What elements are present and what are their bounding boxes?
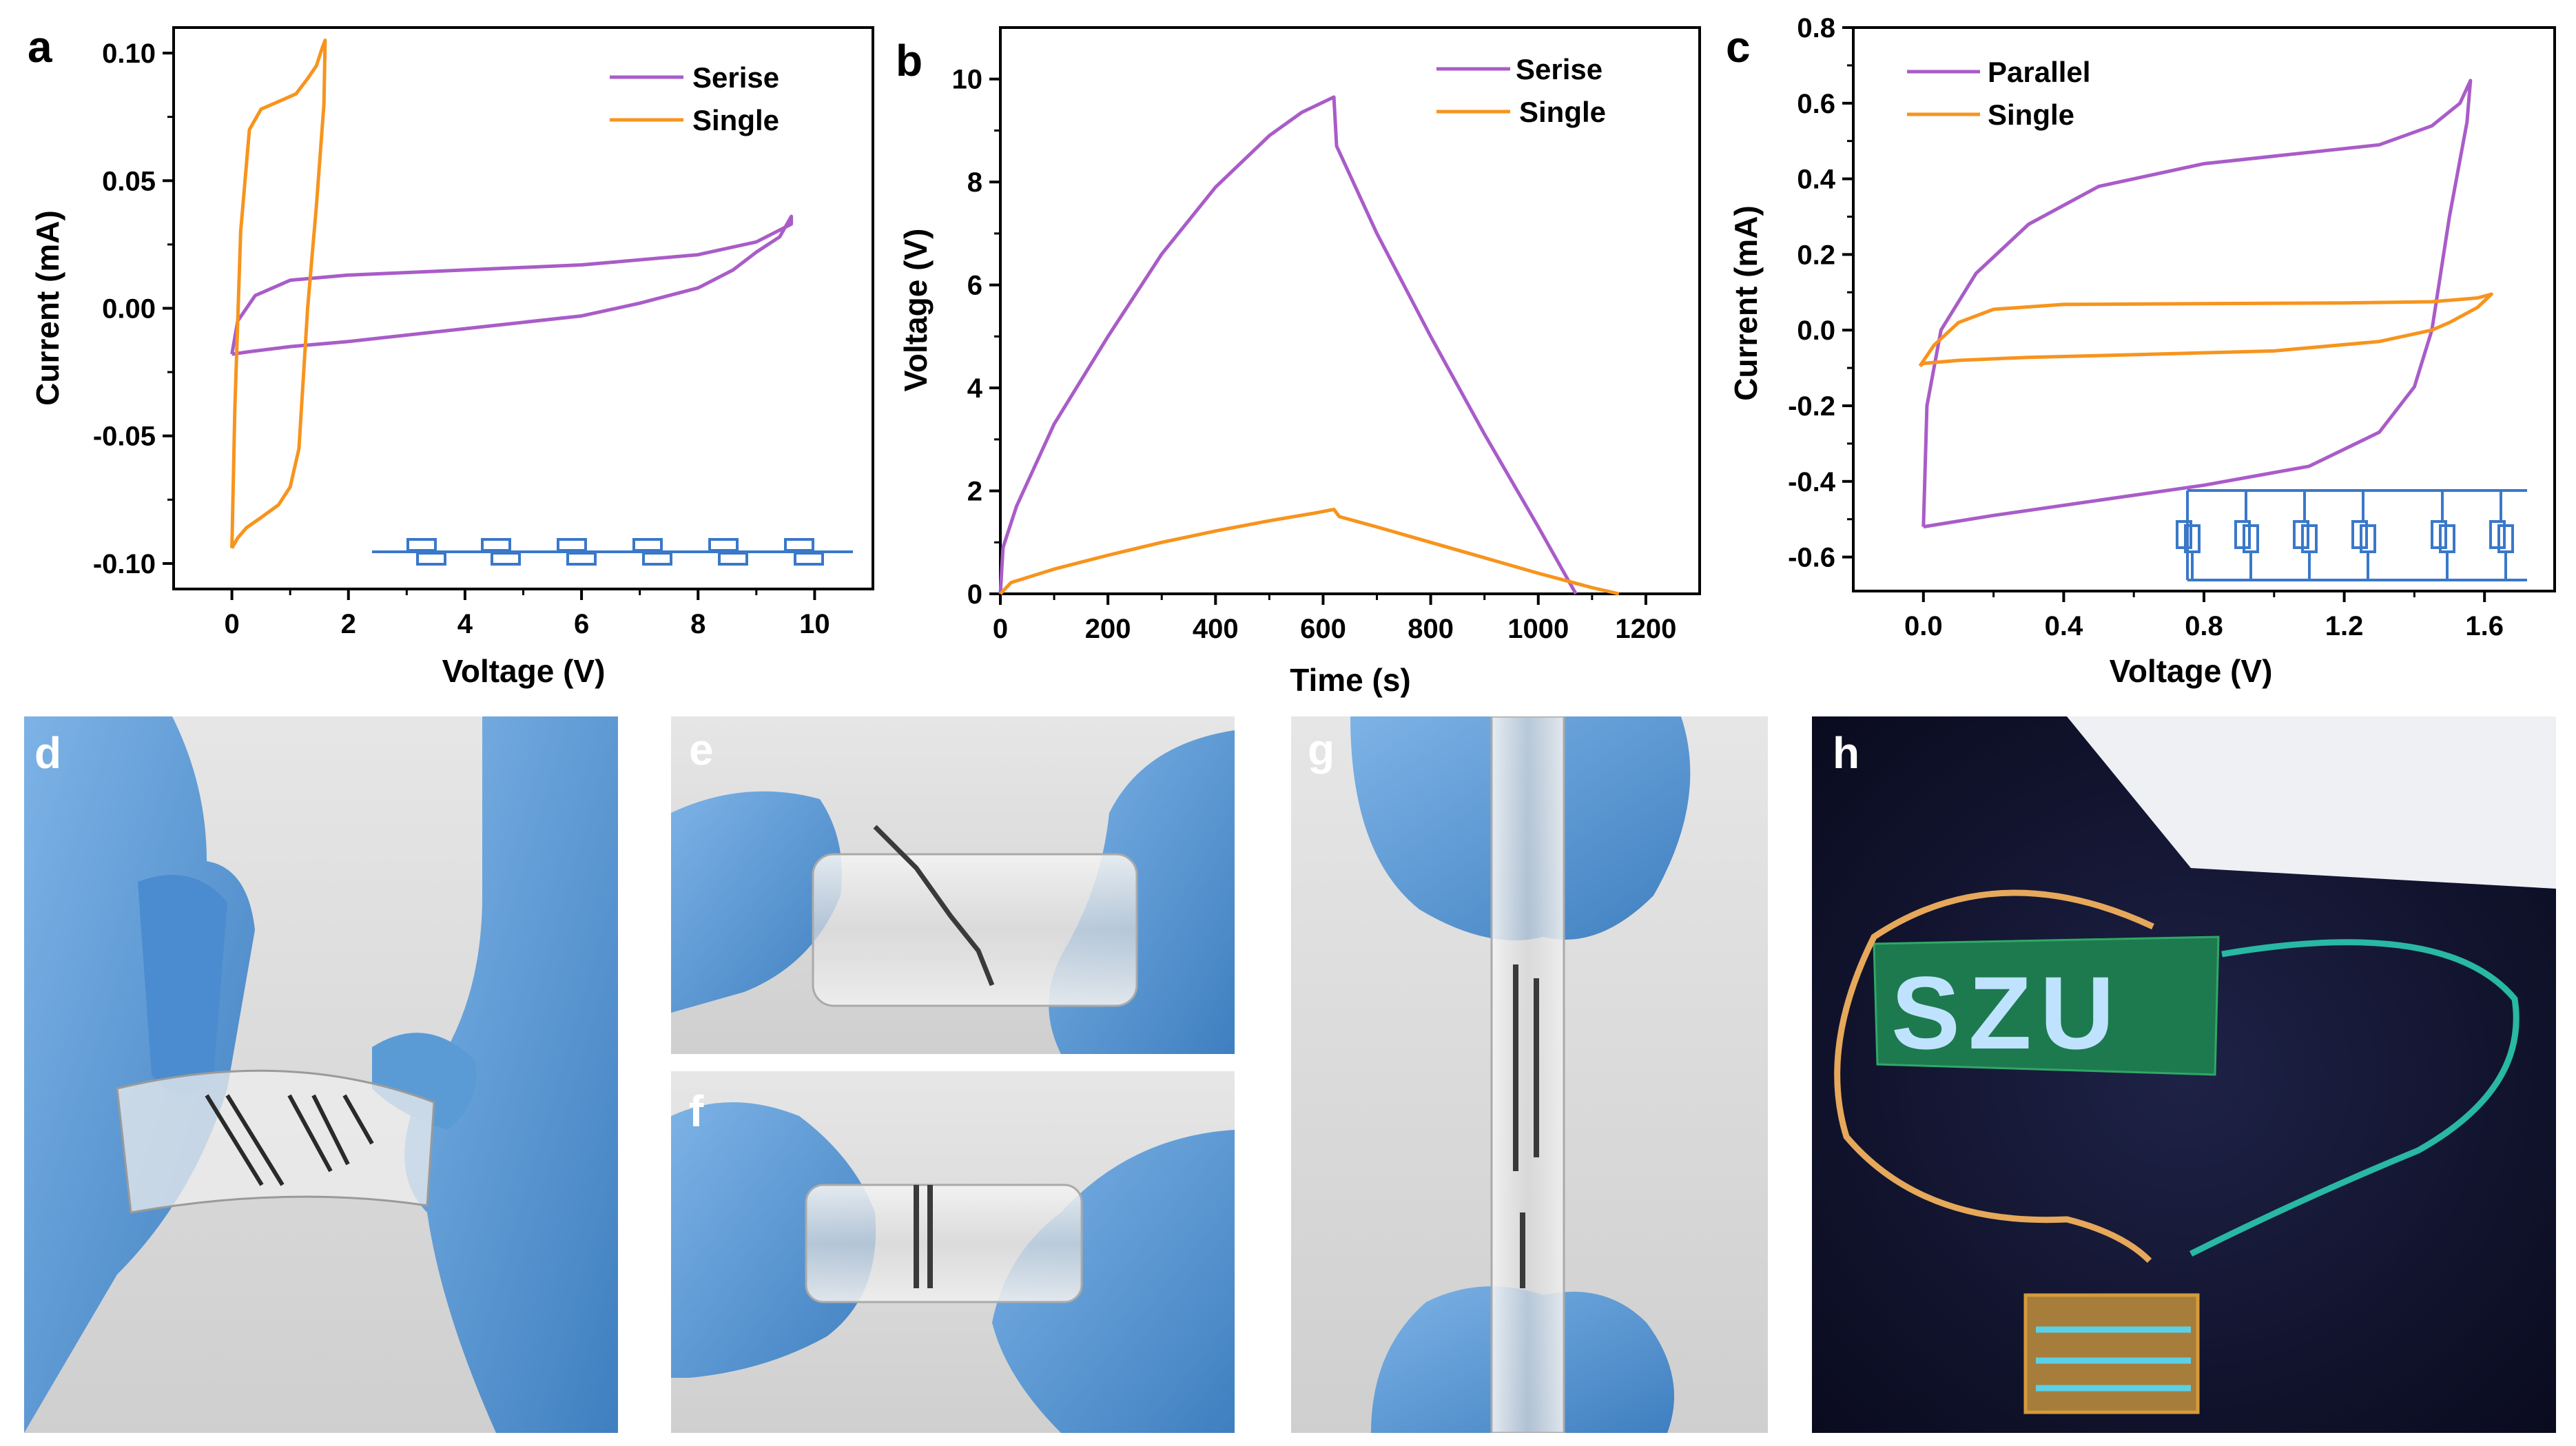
glove-left (671, 791, 842, 1013)
y-tick-label: 0 (967, 579, 982, 610)
led-board-text: SZU (1891, 955, 2123, 1071)
x-tick-label: 0.4 (2045, 611, 2083, 641)
y-axis-title: Current (mA) (30, 210, 65, 406)
y-tick-label: 0.00 (102, 294, 156, 324)
panel-c-chart: 0.0 0.4 0.8 1.2 1.6 -0.6 -0.4 -0.2 0.0 0.2 0.4 0.6 0… (1726, 13, 2556, 689)
paper-sheet (2067, 716, 2556, 889)
x-tick-label: 0 (224, 609, 239, 639)
panel-label-f: f (689, 1086, 704, 1136)
y-tick-label: 0.05 (102, 166, 156, 196)
glove-right (992, 1130, 1235, 1433)
panel-label-h: h (1833, 728, 1859, 778)
legend-label-parallel: Parallel (1988, 56, 2090, 88)
y-tick-label: -0.4 (1788, 467, 1836, 497)
series-line-single (999, 507, 1620, 596)
glove-right (404, 716, 618, 1433)
photo-f-film-on-tube: f (671, 1071, 1235, 1433)
x-tick-label: 1000 (1507, 614, 1569, 644)
series-line-serise (230, 214, 794, 356)
device-electrodes (2036, 1326, 2191, 1392)
x-tick-label: 4 (457, 609, 473, 639)
y-tick-label: 0.10 (102, 39, 156, 69)
photo-d-wrapped-film: d (24, 716, 618, 1433)
y-tick-label: -0.6 (1788, 543, 1835, 573)
supercapacitor-device (2023, 1293, 2200, 1414)
series-line-parallel (1921, 79, 2473, 529)
photo-h-led-demo: SZU h (1812, 716, 2556, 1433)
glass-tube (805, 1184, 1083, 1303)
legend-label-single: Single (1519, 96, 1606, 128)
y-tick-label: 6 (967, 271, 982, 301)
panel-a-chart: 0 2 4 6 8 10 -0.10 -0.05 0.00 0.05 0.10 Serise Sin… (28, 22, 874, 689)
x-tick-label: 6 (574, 609, 589, 639)
x-tick-label: 2 (341, 609, 356, 639)
panel-label-d: d (34, 728, 61, 778)
x-tick-label: 8 (690, 609, 705, 639)
x-tick-label: 0.0 (1904, 611, 1943, 641)
y-tick-label: 4 (967, 373, 983, 404)
x-tick-label: 10 (799, 609, 830, 639)
y-tick-label: 0.6 (1797, 89, 1835, 119)
glass-vial (812, 853, 1138, 1007)
legend-label-serise: Serise (1516, 53, 1603, 85)
panel-label-e: e (689, 725, 714, 774)
glass-rod (1490, 716, 1565, 1433)
photo-g-film-on-rod: g (1291, 716, 1768, 1433)
y-tick-label: 2 (967, 477, 982, 507)
y-tick-label: 8 (967, 167, 982, 198)
y-tick-label: -0.05 (93, 422, 156, 452)
parallel-circuit-icon (2176, 489, 2527, 581)
y-tick-label: 0.8 (1797, 13, 1835, 43)
panel-b-chart: 0 200 400 600 800 1000 1200 0 2 4 6 8 10 Serise Sing… (896, 26, 1701, 698)
y-axis-title: Voltage (V) (898, 229, 934, 392)
y-tick-label: 0.4 (1797, 165, 1835, 195)
x-tick-label: 400 (1193, 614, 1239, 644)
series-line-single (1918, 292, 2493, 368)
legend: Parallel Single (1907, 56, 2090, 131)
x-axis-title: Voltage (V) (2110, 653, 2273, 689)
x-tick-label: 1.2 (2325, 611, 2364, 641)
y-tick-label: 0.2 (1797, 240, 1835, 270)
wire-teal (2189, 939, 2520, 1257)
transparent-film (116, 1069, 435, 1214)
glove-left (671, 1102, 876, 1378)
x-tick-label: 800 (1408, 614, 1454, 644)
printed-electrodes (1513, 964, 1539, 1288)
legend-label-single: Single (1988, 99, 2074, 131)
legend: Serise Single (610, 61, 779, 136)
panel-label-g: g (1308, 725, 1335, 774)
panel-label-b: b (896, 36, 923, 85)
wire-orange (1834, 889, 2154, 1263)
legend: Serise Single (1436, 53, 1606, 128)
glove-left-finger (138, 875, 227, 1095)
legend-label-serise: Serise (692, 61, 779, 94)
photo-e-film-on-vial: e (671, 716, 1235, 1054)
y-tick-label: -0.2 (1788, 391, 1835, 422)
panel-label-c: c (1726, 22, 1751, 72)
series-line-serise (998, 95, 1578, 595)
x-tick-label: 600 (1300, 614, 1346, 644)
x-tick-label: 0.8 (2185, 611, 2223, 641)
printed-electrodes (914, 1185, 933, 1288)
y-axis-title: Current (mA) (1728, 205, 1764, 401)
y-tick-label: 10 (952, 65, 983, 95)
series-line-single (230, 39, 327, 549)
x-tick-label: 0 (993, 614, 1008, 644)
series-circuit-icon (372, 538, 853, 566)
x-tick-label: 200 (1085, 614, 1131, 644)
y-tick-label: 0.0 (1797, 316, 1835, 346)
x-axis-title: Voltage (V) (442, 653, 606, 689)
x-tick-label: 1.6 (2465, 611, 2504, 641)
printed-electrodes (873, 825, 995, 987)
x-tick-label: 1200 (1615, 614, 1676, 644)
legend-label-single: Single (692, 104, 779, 136)
plot-frame (999, 26, 1701, 595)
panel-label-a: a (28, 22, 52, 72)
x-axis-title: Time (s) (1290, 662, 1411, 698)
printed-electrodes (205, 1094, 374, 1186)
led-board (1873, 936, 2220, 1076)
y-tick-label: -0.10 (93, 549, 156, 579)
